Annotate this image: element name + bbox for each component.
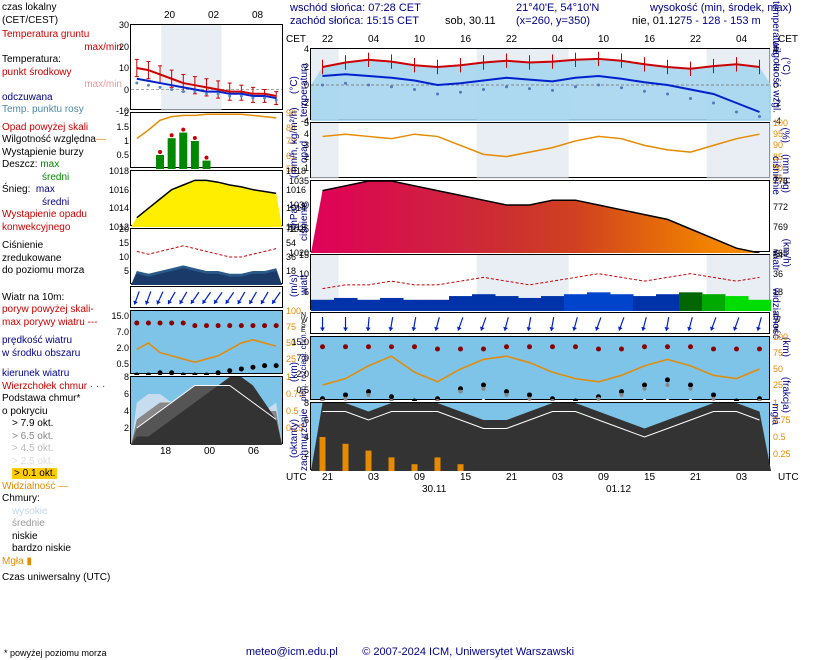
wide-column: 22041016220410162204 CET CET temperatura… [310,48,790,496]
mini-column: 20 02 08 -100102030 0.511.525061738496 1… [130,24,283,458]
mini-temp-panel: -100102030 [130,24,283,110]
mini-okta-panel: 24680.250.50.751 [130,376,283,444]
footer: meteo@icm.edu.pl © 2007-2024 ICM, Uniwer… [0,646,820,658]
wide-clouds-panel: pion. rozciągł. chm. (km) widzialność (k… [310,336,770,400]
copyright: © 2007-2024 ICM, Uniwersytet Warszawski [362,646,574,658]
wide-okta-panel: zachmurzenie (oktanty) mgła (frakcja) 24… [310,402,770,470]
wide-wind-panel: wiatr (m/s) wiatr (km/h) 51015183654 [310,254,770,310]
wide-press-panel: ciśnienie (hPa) ciśnienie (mm Hg) 102010… [310,180,770,252]
mini-dir-panel [130,286,283,308]
mini-press-panel: 10121014101610181012101410161018 [130,170,283,226]
wide-temp-panel: temperatura (°C) temperatura (°C) -4-202… [310,48,770,120]
wide-dir-panel: NWSENWSE [310,312,770,334]
mini-precip-panel: 0.511.525061738496 [130,112,283,168]
mini-wind-panel: 510152018365472 [130,228,283,284]
altitude: 75 - 128 - 153 m [680,15,761,27]
sunset: zachód słońca: 15:15 CET [290,15,419,27]
date-sun: nie, 01.12 [632,15,680,27]
coords: 21°40'E, 54°10'N [516,2,599,14]
wide-precip-panel: opad (mm/h, kg/m²/h) wilgotność wzgl. (%… [310,122,770,178]
pixel: (x=260, y=350) [516,15,590,27]
date-sat: sob, 30.11 [445,15,496,27]
sunrise: wschód słońca: 07:28 CET [290,2,421,14]
mini-clouds-panel: 15.07.02.00.5255075100 [130,310,283,374]
footer-link[interactable]: meteo@icm.edu.pl [246,646,338,658]
